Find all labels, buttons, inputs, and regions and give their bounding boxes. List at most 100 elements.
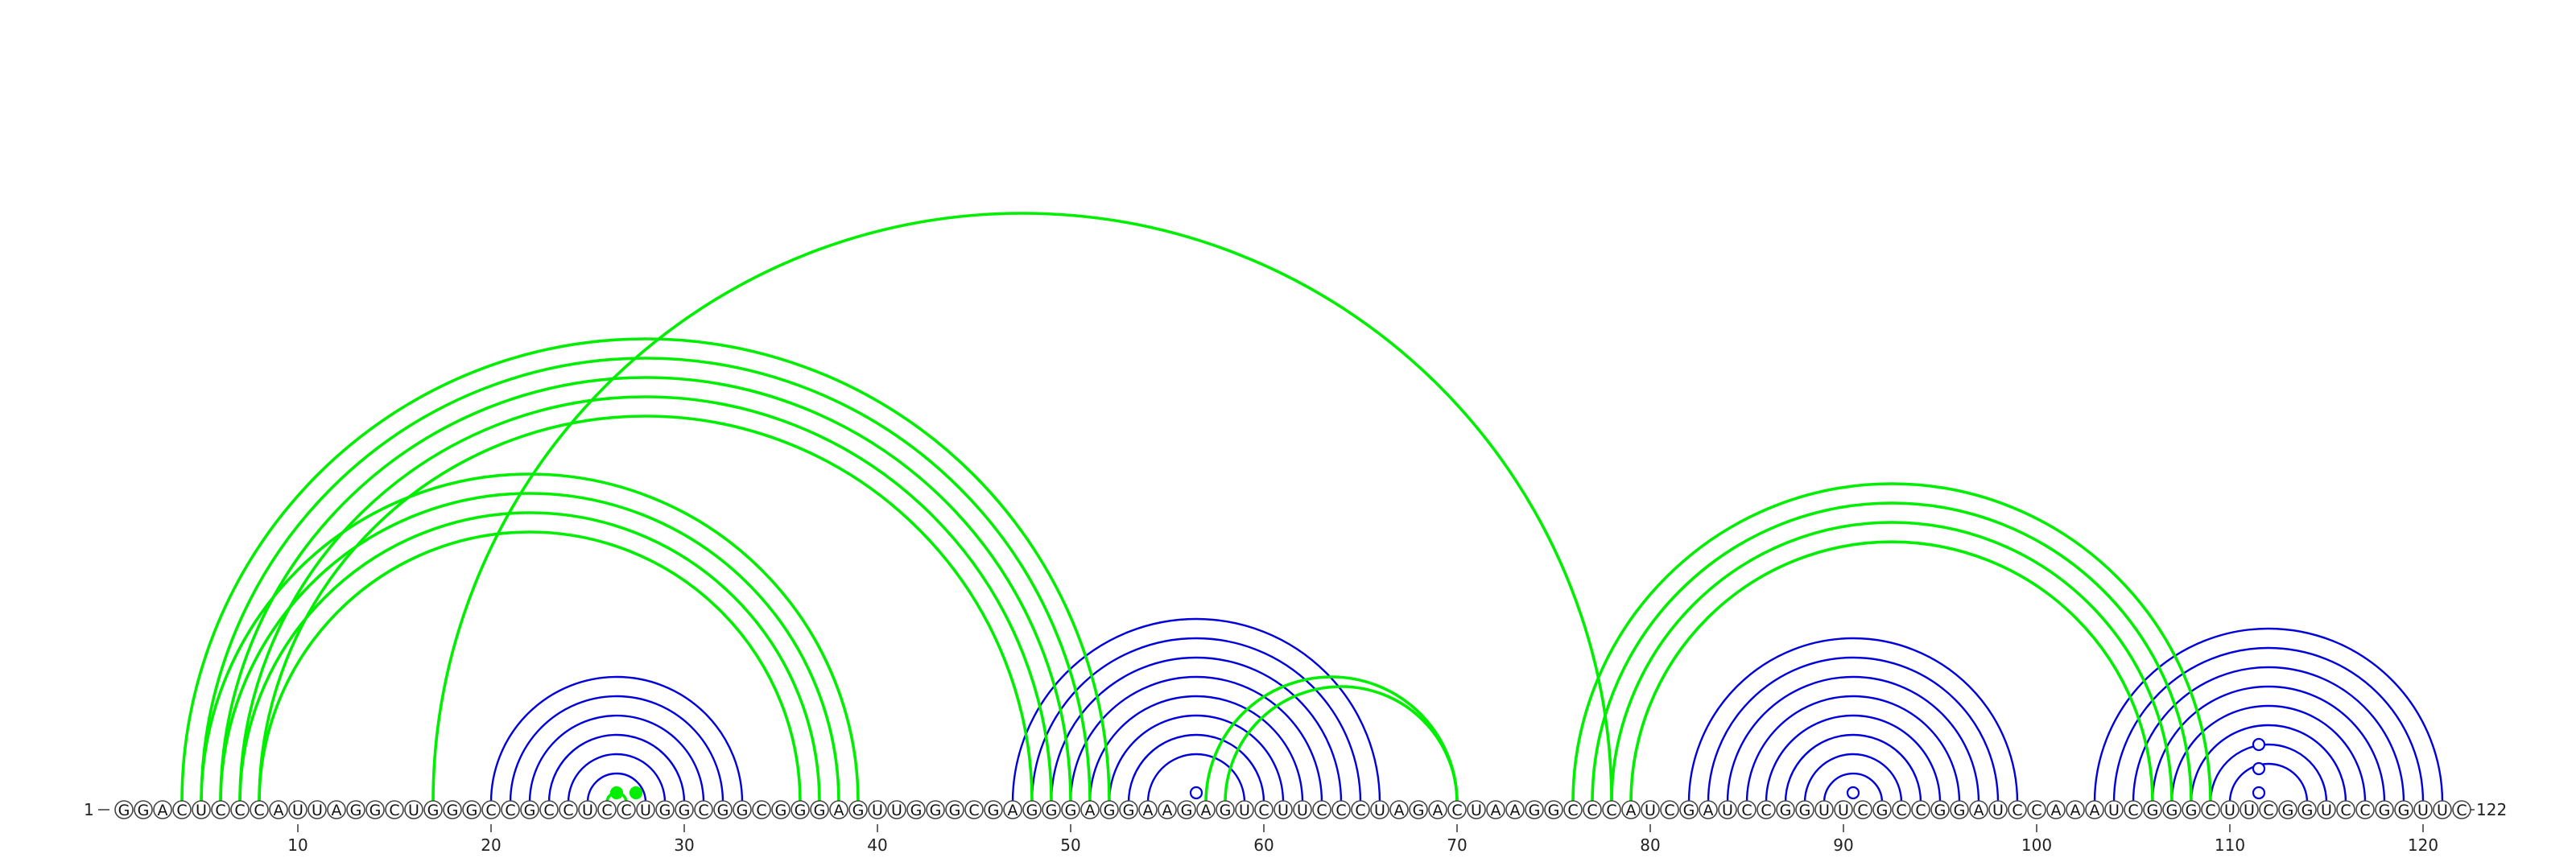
nucleotide-letter: C [2031, 802, 2041, 819]
nucleotide: C [1563, 800, 1583, 819]
nucleotide-letter: U [1239, 802, 1250, 819]
nucleotide-letter: C [1451, 802, 1462, 819]
nucleotide-circle [2046, 800, 2066, 819]
nucleotide-circle [713, 800, 733, 819]
nucleotide: G [346, 800, 365, 819]
nucleotide-letter: C [968, 802, 979, 819]
nucleotide-circle [1254, 800, 1274, 819]
nucleotide-letter: C [254, 802, 264, 819]
base-pair-arc [1707, 656, 2000, 803]
nucleotide: A [1158, 800, 1177, 819]
nucleotide: U [288, 800, 308, 819]
nucleotide: C [2008, 800, 2027, 819]
nucleotide: U [1988, 800, 2008, 819]
nucleotide-circle [2336, 800, 2355, 819]
nucleotide-circle [1544, 800, 1563, 819]
nucleotide-circle [1080, 800, 1100, 819]
nucleotide: G [1042, 800, 1061, 819]
axis-tick-label: 30 [674, 835, 694, 855]
filled-circle-icon [609, 786, 624, 800]
nucleotide-letter: C [1316, 802, 1327, 819]
nucleotide-letter: C [1857, 802, 1868, 819]
nucleotide: G [906, 800, 926, 819]
nucleotide: G [1872, 800, 1892, 819]
nucleotide: A [1428, 800, 1447, 819]
axis-tick-label: 120 [2408, 835, 2438, 855]
base-pair-arc [2112, 646, 2425, 803]
nucleotide-circle [559, 800, 578, 819]
nucleotide-circle [153, 800, 172, 819]
nucleotide-circle [1428, 800, 1447, 819]
nucleotide: C [1911, 800, 1930, 819]
nucleotide-circle [771, 800, 791, 819]
nucleotide-letter: G [1799, 802, 1811, 819]
alt-base-pair-arc [219, 492, 840, 803]
nucleotide-circle [1525, 800, 1544, 819]
hollow-circle-icon [2252, 737, 2266, 752]
nucleotide: G [2394, 800, 2413, 819]
nucleotide-letter: G [1934, 802, 1946, 819]
nucleotide: U [2104, 800, 2124, 819]
axis-tick-label: 20 [481, 835, 501, 855]
nucleotide: U [404, 800, 423, 819]
nucleotide: G [365, 800, 385, 819]
nucleotide: U [1293, 800, 1312, 819]
nucleotide-letter: U [1297, 802, 1308, 819]
nucleotide-letter: U [1645, 802, 1656, 819]
nucleotide-letter: A [1143, 802, 1154, 819]
nucleotide-circle [211, 800, 230, 819]
nucleotide-circle [694, 800, 713, 819]
nucleotide-letter: C [176, 802, 187, 819]
nucleotide: G [2297, 800, 2317, 819]
nucleotide-letter: C [2340, 802, 2351, 819]
nucleotide-letter: G [988, 802, 1000, 819]
nucleotide-letter: G [2282, 802, 2294, 819]
nucleotide-letter: U [640, 802, 651, 819]
hollow-circle-icon [1846, 786, 1860, 800]
nucleotide-letter: A [1974, 802, 1984, 819]
nucleotide-letter: U [1722, 802, 1733, 819]
nucleotide-circle [1737, 800, 1757, 819]
nucleotide-circle [1699, 800, 1718, 819]
base-pair-arc [547, 733, 686, 803]
nucleotide-letter: G [1046, 802, 1058, 819]
nucleotide-letter: C [1567, 802, 1578, 819]
nucleotide-letter: G [2398, 802, 2410, 819]
nucleotide-circle [192, 800, 211, 819]
nucleotide-letter: G [949, 802, 961, 819]
nucleotide-circle [1196, 800, 1216, 819]
nucleotide-letter: G [1065, 802, 1077, 819]
nucleotide-circle [2027, 800, 2046, 819]
nucleotide-circle [617, 800, 636, 819]
nucleotide-circle [2355, 800, 2375, 819]
filled-circle-icon [629, 786, 643, 800]
nucleotide-circle [1370, 800, 1389, 819]
nucleotide-letter: G [2301, 802, 2314, 819]
nucleotide-letter: C [2012, 802, 2022, 819]
nucleotide-circle [1814, 800, 1834, 819]
nucleotide-letter: C [2205, 802, 2215, 819]
nucleotide-letter: C [543, 802, 554, 819]
nucleotide: G [675, 800, 694, 819]
base-pair-arc [1823, 772, 1884, 803]
nucleotide: A [1138, 800, 1158, 819]
alt-base-pair-arc [200, 357, 1092, 803]
nucleotide-letter: C [1741, 802, 1752, 819]
base-pair-arc [1030, 637, 1362, 803]
nucleotide-letter: C [389, 802, 399, 819]
nucleotide-circle [906, 800, 926, 819]
base-pair-arc [1050, 656, 1343, 803]
nucleotide: G [1950, 800, 1969, 819]
nucleotide-letter: C [1335, 802, 1346, 819]
nucleotide-circle [1351, 800, 1370, 819]
nucleotide-circle [810, 800, 829, 819]
nucleotide: G [520, 800, 539, 819]
nucleotide-circle [2220, 800, 2240, 819]
base-pair-arc [567, 753, 667, 803]
nucleotide-circle [2182, 800, 2201, 819]
nucleotide: U [578, 800, 597, 819]
axis-tick-label: 90 [1833, 835, 1853, 855]
nucleotide: U [868, 800, 887, 819]
nucleotide: C [1757, 800, 1776, 819]
